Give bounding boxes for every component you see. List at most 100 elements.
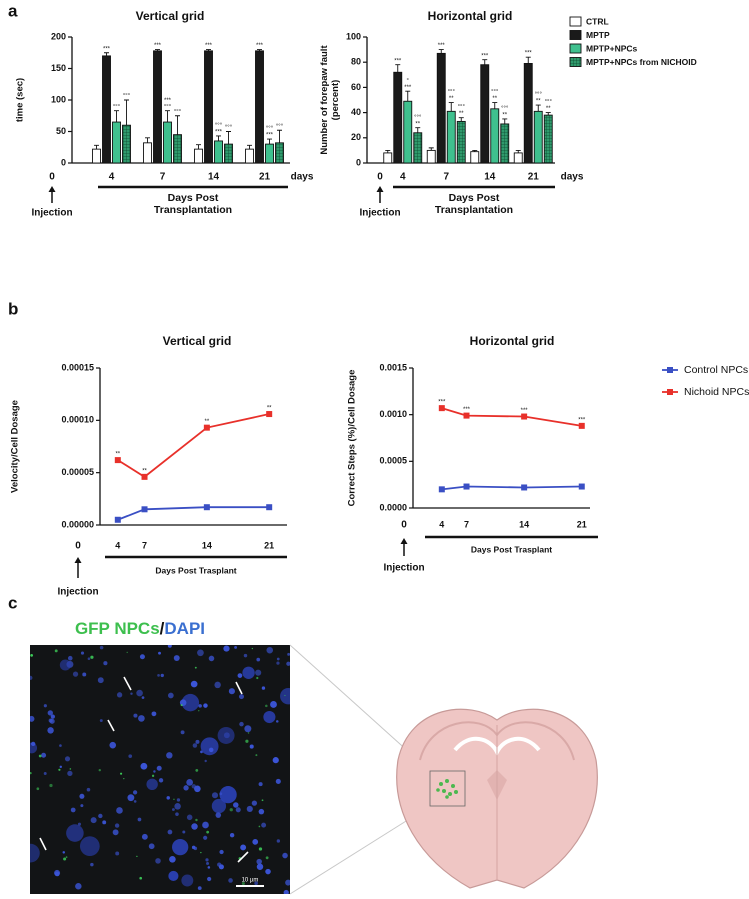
point <box>266 504 273 511</box>
significance-label: °°° <box>225 125 233 131</box>
x-tick-label: 14 <box>519 519 529 529</box>
nucleus <box>217 726 235 744</box>
bar <box>214 140 223 164</box>
significance-label: *** <box>205 43 213 49</box>
nucleus <box>141 833 148 840</box>
gfp-signal <box>284 694 286 697</box>
point <box>438 486 445 493</box>
nucleus <box>30 843 40 863</box>
nucleus <box>197 886 202 891</box>
nucleus <box>47 710 53 716</box>
error-bar <box>175 115 180 135</box>
nucleus <box>167 692 174 699</box>
nucleus <box>258 808 265 815</box>
bar <box>456 120 466 164</box>
injection-tick: 0 <box>401 520 407 531</box>
error-bar <box>448 102 454 112</box>
nucleus <box>128 754 133 758</box>
significance-label: *** <box>394 58 402 64</box>
bar <box>523 63 533 164</box>
nucleus <box>251 800 258 806</box>
nucleus <box>206 862 210 865</box>
nucleus <box>70 807 76 813</box>
nucleus <box>176 798 181 802</box>
point <box>114 516 121 523</box>
nucleus <box>116 692 123 698</box>
series-line <box>117 506 270 521</box>
x-tick-label: 21 <box>259 172 271 183</box>
nucleus <box>137 817 142 822</box>
nucleus <box>50 714 55 719</box>
nucleus <box>59 744 62 747</box>
error-bar <box>216 135 221 141</box>
nucleus <box>223 645 230 652</box>
series-line <box>441 485 582 491</box>
nucleus <box>240 844 247 851</box>
nucleus <box>158 651 161 655</box>
y-tick-label: 0.00005 <box>61 467 94 477</box>
nucleus <box>86 787 91 792</box>
nucleus <box>103 661 108 666</box>
significance-label: ** <box>267 406 272 412</box>
bar <box>500 123 510 164</box>
nucleus <box>228 688 235 695</box>
x-tick-label: 21 <box>264 540 274 550</box>
period-label: Days Post Trasplant <box>155 565 236 575</box>
nucleus <box>133 713 138 718</box>
nucleus <box>182 830 186 834</box>
nucleus <box>30 715 35 722</box>
nucleus <box>140 762 148 770</box>
y-tick-label: 0 <box>356 157 361 167</box>
series-line <box>117 413 270 478</box>
gfp-signal <box>245 739 249 743</box>
nucleus <box>181 874 194 887</box>
nucleus <box>48 718 53 723</box>
x-tick-label: 7 <box>160 172 166 183</box>
significance-label: °°° <box>414 115 422 121</box>
y-tick-label: 50 <box>56 126 66 136</box>
gfp-signal <box>198 710 200 712</box>
nucleus <box>157 674 160 677</box>
nucleus <box>151 711 157 717</box>
chart-title: Vertical grid <box>136 9 205 23</box>
significance-label: °°° <box>215 123 223 129</box>
bar <box>153 50 162 164</box>
nucleus <box>168 870 179 881</box>
nucleus <box>167 829 173 835</box>
point <box>521 413 528 420</box>
nucleus <box>186 814 193 821</box>
error-bar <box>257 49 262 51</box>
significance-label: °°° <box>458 105 466 111</box>
bar <box>122 124 131 164</box>
legend-marker <box>667 389 673 395</box>
nucleus <box>261 822 267 828</box>
error-bar <box>277 129 282 143</box>
y-tick-label: 60 <box>351 82 361 92</box>
bar <box>102 55 111 164</box>
nucleus <box>228 878 233 883</box>
gfp-signal <box>54 649 58 653</box>
nucleus <box>158 778 164 783</box>
legend-swatch <box>569 43 582 54</box>
period-label: Days Post <box>449 192 500 204</box>
legend-label: MPTP <box>586 30 610 40</box>
injection-arrowhead <box>376 186 384 192</box>
y-tick-label: 150 <box>51 63 66 73</box>
significance-label: °°° <box>164 104 172 110</box>
nucleus <box>132 790 138 795</box>
nucleus <box>191 845 196 850</box>
nucleus <box>130 692 133 695</box>
nucleus <box>246 805 253 813</box>
x-unit: days <box>291 172 314 183</box>
bar <box>204 50 213 164</box>
y-tick-label: 100 <box>51 94 66 104</box>
series-line <box>441 407 582 427</box>
point <box>141 506 148 513</box>
nucleus <box>219 849 224 855</box>
point <box>463 412 470 419</box>
legend-swatch <box>569 16 582 27</box>
x-tick-label: 4 <box>400 172 406 183</box>
error-bar <box>206 49 211 51</box>
nucleus <box>47 727 54 734</box>
nucleus <box>41 752 47 758</box>
